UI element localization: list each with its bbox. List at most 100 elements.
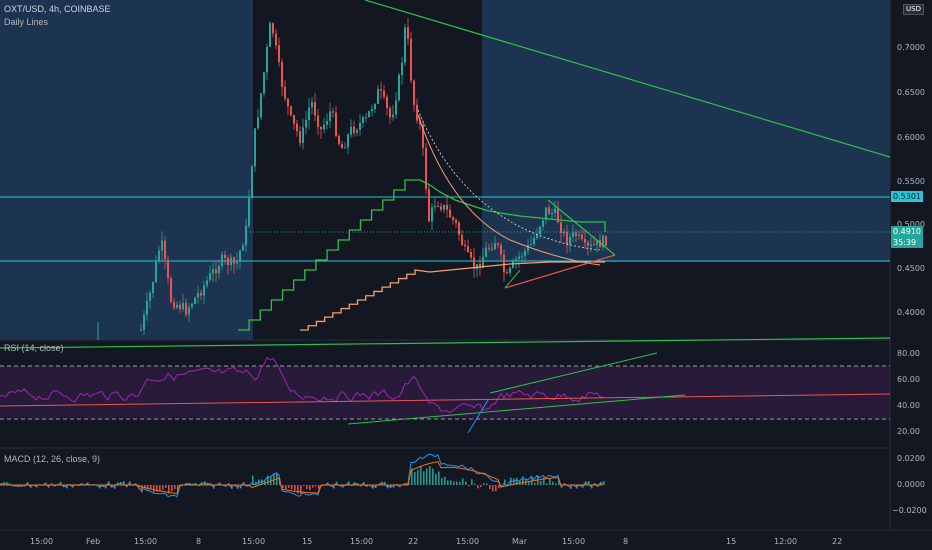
candle-body (422, 124, 424, 148)
candle-body (440, 206, 442, 210)
macd-histogram-bar (441, 478, 443, 485)
macd-histogram-bar (60, 481, 62, 485)
candle-body (242, 245, 244, 251)
macd-histogram-bar (462, 478, 464, 485)
macd-histogram-bar (240, 485, 242, 489)
rsi-axis[interactable]: 80.00 60.00 40.00 20.00 (897, 349, 920, 436)
time-tick: 15:00 (30, 537, 53, 546)
macd-histogram-bar (411, 468, 413, 485)
time-tick: 15 (726, 537, 736, 546)
candle-body (596, 240, 598, 245)
candle-body (593, 244, 595, 246)
macd-histogram-bar (456, 481, 458, 485)
candle-body (413, 80, 415, 105)
candle-body (224, 254, 226, 258)
candle-body (389, 108, 391, 118)
price-axis[interactable]: 0.7000 0.6500 0.6000 0.5500 0.5000 0.450… (897, 43, 925, 317)
candlestick-series (97, 18, 607, 340)
candle-body (227, 257, 229, 266)
candle-body (386, 96, 388, 109)
candle-body (395, 100, 397, 115)
price-tick: 0.4000 (897, 308, 925, 317)
rsi-tick: 40.00 (897, 401, 920, 410)
symbol-legend[interactable]: OXT/USD, 4h, COINBASE (4, 4, 111, 14)
candle-body (191, 303, 193, 308)
candle-body (503, 254, 505, 273)
candle-body (533, 237, 535, 245)
signal-line (0, 461, 603, 495)
candle-body (356, 129, 358, 133)
rsi-legend[interactable]: RSI (14, close) (4, 343, 64, 353)
candle-body (530, 244, 532, 246)
rsi-green-trend-lower (347, 394, 686, 425)
macd-histogram-bar (513, 478, 515, 485)
candle-body (554, 208, 556, 213)
macd-histogram-bar (228, 483, 230, 485)
macd-histogram-bar (465, 481, 467, 485)
candle-body (248, 198, 250, 226)
candle-body (527, 245, 529, 251)
macd-histogram-bar (123, 481, 125, 485)
candle-body (461, 234, 463, 245)
macd-tick: −0.0200 (892, 506, 927, 515)
macd-histogram-bar (255, 481, 257, 485)
macd-histogram-bar (495, 485, 497, 492)
rsi-line (0, 356, 604, 414)
currency-label[interactable]: USD (903, 4, 924, 15)
macd-histogram-bar (558, 480, 560, 485)
candle-body (398, 75, 400, 101)
macd-histogram-bar (492, 485, 494, 492)
time-tick: 15:00 (134, 537, 157, 546)
bar-countdown: 35:39 (893, 238, 917, 247)
macd-histogram-bar (309, 485, 311, 491)
macd-histogram-bar (414, 471, 416, 485)
candle-body (314, 101, 316, 116)
candle-body (161, 240, 163, 251)
price-tick: 0.5500 (897, 177, 925, 186)
macd-histogram-bar (444, 476, 446, 485)
candle-body (542, 220, 544, 227)
time-tick: 15:00 (562, 537, 585, 546)
candle-body (341, 144, 343, 149)
candle-body (149, 292, 151, 301)
macd-histogram-bar (537, 476, 539, 485)
time-tick: Mar (512, 537, 528, 546)
indicator-legend[interactable]: Daily Lines (4, 17, 49, 27)
candle-body (173, 302, 175, 308)
candle-body (245, 225, 247, 246)
triangle-upper (547, 199, 616, 256)
candle-body (419, 120, 421, 125)
macd-histogram-bar (243, 481, 245, 485)
candle-body (260, 93, 262, 118)
macd-histogram-bar (471, 479, 473, 485)
candle-body (233, 257, 235, 264)
macd-histogram-bar (150, 485, 152, 490)
macd-legend[interactable]: MACD (12, 26, close, 9) (4, 454, 101, 464)
macd-histogram-bar (453, 481, 455, 485)
candle-body (599, 240, 601, 248)
macd-axis[interactable]: 0.0200 0.0000 −0.0200 (892, 454, 927, 515)
candle-body (269, 23, 271, 47)
price-tick: 0.6500 (897, 88, 925, 97)
candle-body (539, 226, 541, 235)
macd-histogram-bar (291, 485, 293, 490)
candle-body (380, 88, 382, 91)
macd-histogram-bar (468, 485, 470, 487)
time-axis[interactable]: 15:00 Feb 15:00 8 15:00 15 15:00 22 15:0… (30, 537, 842, 546)
candle-body (332, 111, 334, 113)
rsi-tick: 20.00 (897, 427, 920, 436)
macd-histogram-bar (303, 485, 305, 487)
pane-trendline (0, 337, 891, 349)
candle-body (401, 62, 403, 76)
candle-body (509, 267, 511, 274)
candle-body (281, 62, 283, 87)
candle-body (500, 244, 502, 255)
candle-body (428, 189, 430, 222)
macd-histogram-bar (528, 481, 530, 485)
candle-body (194, 297, 196, 304)
macd-histogram-bar (252, 475, 254, 485)
price-tick: 0.7000 (897, 43, 925, 52)
candle-body (284, 86, 286, 99)
candle-body (569, 236, 571, 245)
